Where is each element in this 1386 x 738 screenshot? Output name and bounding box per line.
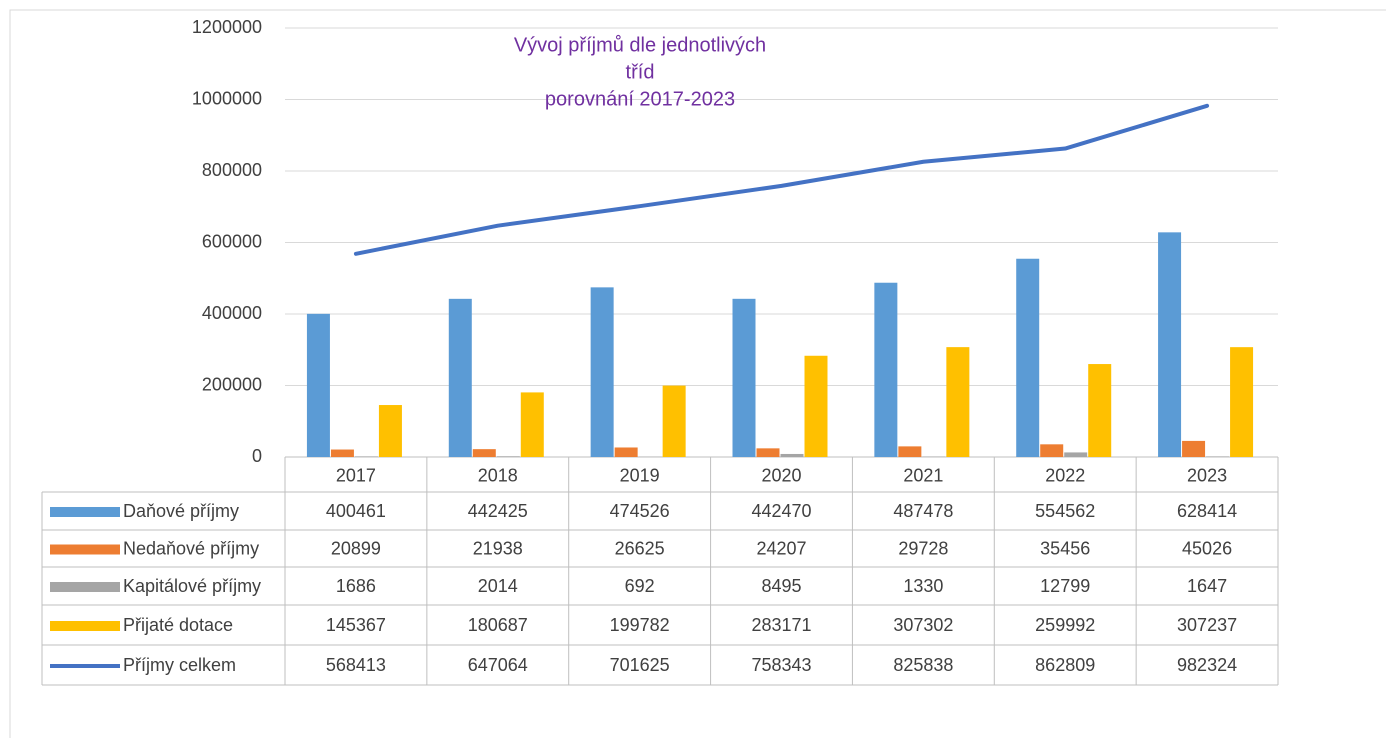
bar: [354, 456, 378, 457]
table-cell: 862809: [1035, 655, 1095, 675]
table-cell: 647064: [468, 655, 528, 675]
bar: [662, 385, 686, 457]
bar: [590, 287, 614, 457]
bar: [1158, 232, 1182, 457]
x-tick-label: 2020: [761, 465, 801, 485]
y-tick-label: 200000: [202, 374, 262, 394]
table-cell: 554562: [1035, 501, 1095, 521]
legend-label: Daňové příjmy: [123, 501, 239, 521]
x-tick-label: 2021: [903, 465, 943, 485]
x-tick-label: 2022: [1045, 465, 1085, 485]
bar: [448, 298, 472, 457]
bar: [874, 282, 898, 457]
table-cell: 568413: [326, 655, 386, 675]
y-tick-label: 0: [252, 446, 262, 466]
table-cell: 307237: [1177, 615, 1237, 635]
bar: [472, 449, 496, 457]
table-cell: 8495: [761, 576, 801, 596]
bar: [306, 313, 330, 457]
table-cell: 21938: [473, 538, 523, 558]
legend-key: [50, 582, 120, 592]
bar: [780, 453, 804, 457]
table-cell: 474526: [610, 501, 670, 521]
y-tick-label: 1200000: [192, 17, 262, 37]
table-cell: 1647: [1187, 576, 1227, 596]
y-tick-label: 800000: [202, 160, 262, 180]
table-cell: 1330: [903, 576, 943, 596]
x-tick-label: 2019: [620, 465, 660, 485]
bar: [378, 405, 402, 457]
table-cell: 487478: [893, 501, 953, 521]
table-cell: 12799: [1040, 576, 1090, 596]
table-cell: 307302: [893, 615, 953, 635]
table-cell: 20899: [331, 538, 381, 558]
bar: [756, 448, 780, 457]
bar: [330, 449, 354, 457]
bar: [946, 347, 970, 457]
table-cell: 758343: [751, 655, 811, 675]
x-tick-label: 2023: [1187, 465, 1227, 485]
bar: [1088, 364, 1112, 457]
bar: [1040, 444, 1064, 457]
table-cell: 825838: [893, 655, 953, 675]
bar: [520, 392, 544, 457]
table-cell: 45026: [1182, 538, 1232, 558]
table-cell: 628414: [1177, 501, 1237, 521]
table-cell: 701625: [610, 655, 670, 675]
chart-title: tříd: [626, 61, 655, 83]
x-tick-label: 2017: [336, 465, 376, 485]
table-cell: 29728: [898, 538, 948, 558]
bar: [732, 298, 756, 457]
bar: [1230, 347, 1254, 457]
bar: [614, 447, 638, 457]
table-cell: 1686: [336, 576, 376, 596]
x-tick-label: 2018: [478, 465, 518, 485]
table-cell: 180687: [468, 615, 528, 635]
table-cell: 442470: [751, 501, 811, 521]
bar: [1206, 456, 1230, 457]
legend-label: Kapitálové příjmy: [123, 576, 261, 596]
bar: [1016, 258, 1040, 457]
legend-key: [50, 507, 120, 517]
legend-key: [50, 544, 120, 555]
y-tick-label: 1000000: [192, 88, 262, 108]
legend-label: Přijaté dotace: [123, 615, 233, 635]
bar: [496, 456, 520, 457]
table-cell: 26625: [615, 538, 665, 558]
legend-key: [50, 621, 120, 631]
table-cell: 259992: [1035, 615, 1095, 635]
table-cell: 145367: [326, 615, 386, 635]
chart-frame: [9, 9, 1386, 738]
legend-label: Nedaňové příjmy: [123, 538, 259, 558]
table-cell: 24207: [756, 538, 806, 558]
chart-title: Vývoj příjmů dle jednotlivých: [514, 34, 766, 56]
bar: [1064, 452, 1088, 457]
table-cell: 982324: [1177, 655, 1237, 675]
table-cell: 400461: [326, 501, 386, 521]
y-tick-label: 400000: [202, 303, 262, 323]
chart-title: porovnání 2017-2023: [545, 88, 735, 110]
line: [353, 103, 1210, 256]
table-cell: 283171: [751, 615, 811, 635]
table-cell: 199782: [610, 615, 670, 635]
bar: [1182, 440, 1206, 457]
table-cell: 442425: [468, 501, 528, 521]
legend-label: Příjmy celkem: [123, 655, 236, 675]
y-tick-label: 600000: [202, 231, 262, 251]
table-cell: 35456: [1040, 538, 1090, 558]
bar: [898, 446, 922, 457]
bar: [804, 355, 828, 457]
table-cell: 2014: [478, 576, 518, 596]
table-cell: 692: [625, 576, 655, 596]
